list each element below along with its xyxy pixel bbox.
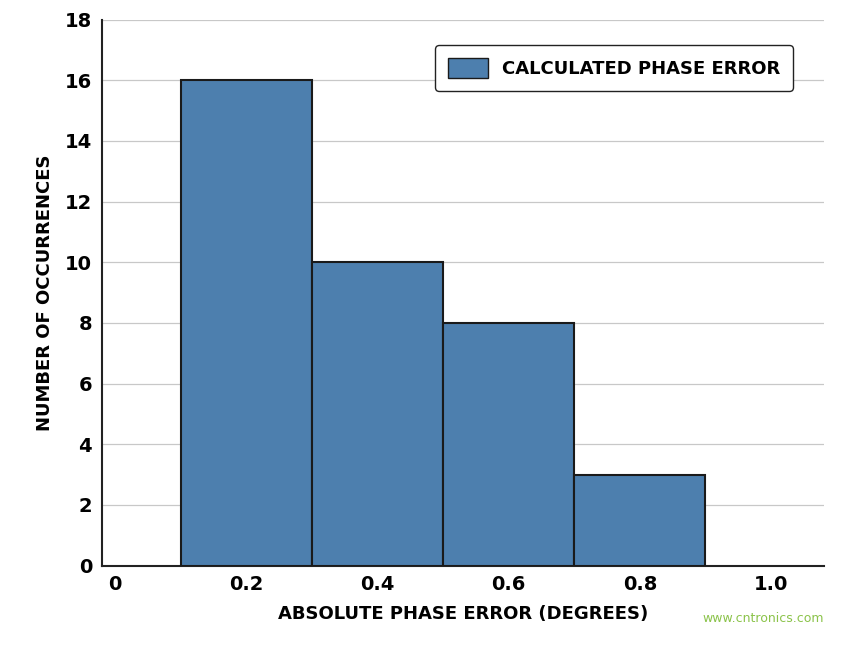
Y-axis label: NUMBER OF OCCURRENCES: NUMBER OF OCCURRENCES <box>36 154 53 431</box>
X-axis label: ABSOLUTE PHASE ERROR (DEGREES): ABSOLUTE PHASE ERROR (DEGREES) <box>278 605 648 623</box>
Bar <box>574 474 706 566</box>
Legend: CALCULATED PHASE ERROR: CALCULATED PHASE ERROR <box>436 45 793 91</box>
Bar <box>312 262 443 566</box>
Bar <box>181 80 312 566</box>
Text: www.cntronics.com: www.cntronics.com <box>702 612 824 625</box>
Bar <box>443 323 574 566</box>
